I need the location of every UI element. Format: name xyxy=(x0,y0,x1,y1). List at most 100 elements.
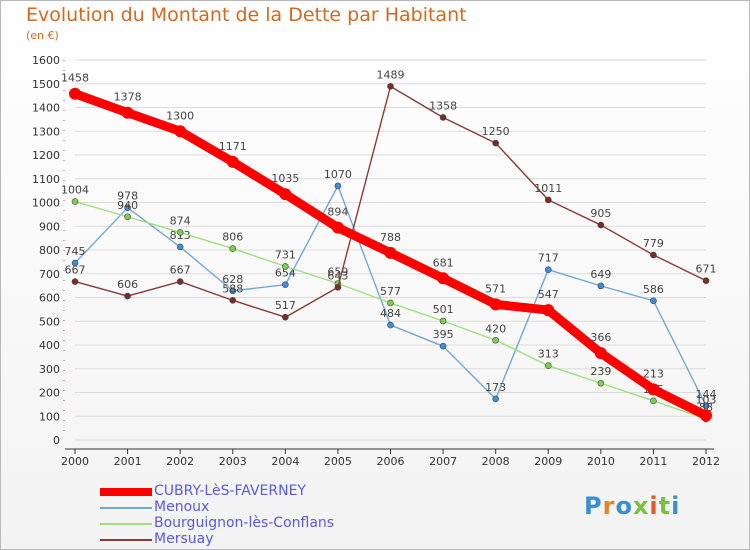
data-point xyxy=(174,125,187,138)
data-point xyxy=(124,204,131,212)
y-tick-label: 100 xyxy=(39,410,60,423)
data-point xyxy=(176,243,184,251)
data-label: 905 xyxy=(590,207,611,220)
data-label: 667 xyxy=(170,264,191,277)
data-label: 606 xyxy=(117,278,138,291)
data-point xyxy=(594,347,607,360)
series-mersuay: 667 606 667 588 517 643 1489 1358 1250 1011 905 779… xyxy=(65,68,717,321)
y-tick-label: 1000 xyxy=(32,197,60,210)
data-point xyxy=(437,272,450,285)
data-point xyxy=(650,297,657,305)
proxiti-logo: Proxiti xyxy=(584,492,681,520)
data-point xyxy=(69,87,81,100)
legend-label: Mersuay xyxy=(154,531,214,547)
y-tick-label: 0 xyxy=(53,434,60,447)
data-point xyxy=(71,198,79,205)
data-label: 806 xyxy=(222,231,243,244)
data-point xyxy=(650,251,657,259)
y-tick-label: 600 xyxy=(39,292,60,305)
data-label: 484 xyxy=(380,307,401,320)
x-tick-label: 2002 xyxy=(166,455,194,468)
data-point xyxy=(387,321,394,329)
y-tick-label: 700 xyxy=(39,268,60,281)
chart-subtitle: (en €) xyxy=(26,29,59,42)
data-label: 103 xyxy=(696,394,717,407)
data-label: 1035 xyxy=(271,172,299,185)
x-tick-label: 2008 xyxy=(482,455,510,468)
data-label: 395 xyxy=(433,328,454,341)
legend-swatch xyxy=(100,539,152,541)
data-point xyxy=(489,298,502,311)
data-point xyxy=(387,83,394,90)
data-label: 779 xyxy=(643,237,664,250)
data-point xyxy=(542,304,555,317)
data-label: 940 xyxy=(117,199,138,212)
x-tick-label: 2005 xyxy=(324,455,352,468)
data-point xyxy=(282,313,289,321)
legend-swatch xyxy=(100,523,152,525)
data-label: 649 xyxy=(590,268,611,281)
data-point xyxy=(387,299,394,307)
series-bourguignon-l-s-conflans: 100494087480673165957750142031323916588 xyxy=(61,184,713,423)
data-label: 654 xyxy=(275,267,296,280)
data-label: 681 xyxy=(433,256,454,269)
data-label: 366 xyxy=(590,331,611,344)
data-point xyxy=(229,245,237,252)
y-tick-label: 400 xyxy=(39,339,60,352)
data-label: 1250 xyxy=(482,125,510,138)
data-point xyxy=(544,362,552,369)
data-label: 586 xyxy=(643,283,664,296)
y-tick-label: 300 xyxy=(39,363,60,376)
x-tick-label: 2007 xyxy=(429,455,457,468)
data-point xyxy=(597,282,605,290)
data-point xyxy=(439,317,447,325)
chart-title: Evolution du Montant de la Dette par Hab… xyxy=(26,4,467,26)
data-point xyxy=(492,139,499,147)
data-point xyxy=(597,379,605,387)
data-label: 1171 xyxy=(219,140,247,153)
data-label: 1458 xyxy=(61,72,89,85)
data-label: 239 xyxy=(590,365,611,378)
data-label: 671 xyxy=(696,263,717,276)
data-label: 717 xyxy=(538,252,559,265)
data-label: 313 xyxy=(538,348,559,361)
data-label: 588 xyxy=(222,282,243,295)
data-point xyxy=(544,266,552,274)
series-menoux: 7459788136286541070484395173717649586144 xyxy=(65,168,717,410)
data-point xyxy=(439,342,447,350)
series-cubry-l-s-faverney: 1458 1378 1300 1171 1035 894 788 681 571 547 366 21… xyxy=(61,72,717,422)
data-point xyxy=(279,188,292,201)
data-point xyxy=(71,278,79,285)
data-point xyxy=(334,182,342,190)
data-label: 501 xyxy=(433,303,454,316)
x-tick-label: 2000 xyxy=(61,455,89,468)
data-label: 1300 xyxy=(166,109,194,122)
data-label: 547 xyxy=(538,288,559,301)
y-tick-label: 800 xyxy=(39,244,60,257)
data-point xyxy=(124,292,131,300)
y-tick-label: 500 xyxy=(39,315,60,328)
data-label: 894 xyxy=(327,206,348,219)
x-tick-label: 2009 xyxy=(534,455,562,468)
y-tick-label: 1400 xyxy=(32,102,60,115)
x-tick-label: 2001 xyxy=(114,455,142,468)
x-tick-label: 2003 xyxy=(219,455,247,468)
legend-label: Bourguignon-lès-Conflans xyxy=(154,515,335,531)
data-label: 643 xyxy=(327,269,348,282)
x-tick-label: 2006 xyxy=(377,455,405,468)
data-point xyxy=(597,221,605,229)
x-tick-label: 2011 xyxy=(639,455,667,468)
data-label: 745 xyxy=(65,245,86,258)
data-label: 420 xyxy=(485,322,506,335)
data-point xyxy=(331,221,344,234)
x-tick-label: 2010 xyxy=(587,455,615,468)
data-label: 1358 xyxy=(429,99,457,112)
data-point xyxy=(700,409,712,422)
y-tick-label: 1600 xyxy=(32,54,60,67)
data-label: 788 xyxy=(380,231,401,244)
data-label: 667 xyxy=(65,264,86,277)
y-tick-label: 200 xyxy=(39,387,60,400)
data-label: 1070 xyxy=(324,168,352,181)
data-point xyxy=(384,246,397,259)
data-point xyxy=(647,383,660,396)
